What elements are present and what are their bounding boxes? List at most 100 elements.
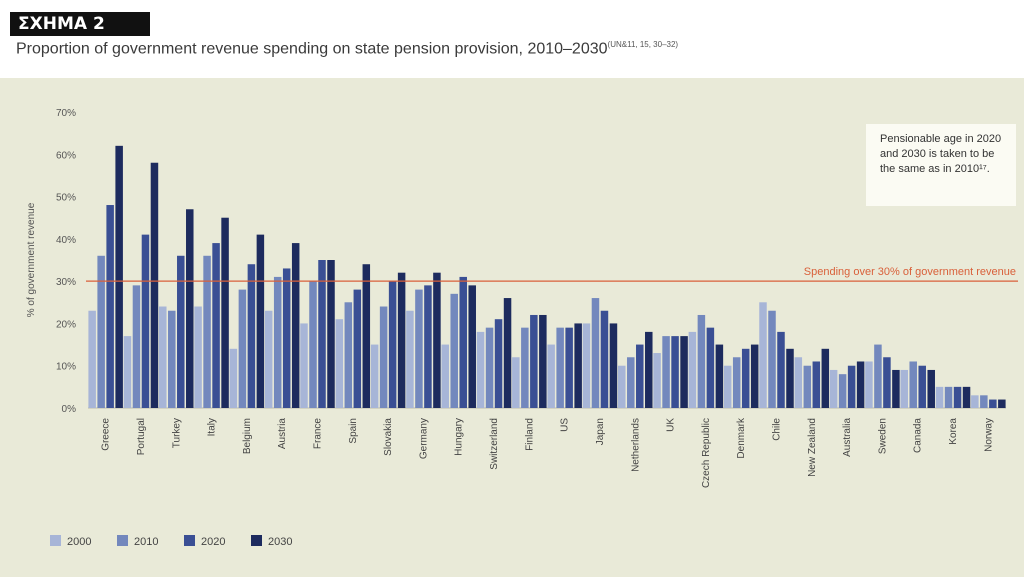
bar-2020 <box>424 285 432 408</box>
legend-label: 2020 <box>201 536 225 548</box>
bar-2030 <box>150 162 159 408</box>
bar-2010 <box>768 310 776 408</box>
bar-2030 <box>468 285 476 408</box>
bar-2030 <box>856 361 865 408</box>
y-tick-label: 50% <box>56 193 76 204</box>
bar-2000 <box>618 365 626 408</box>
bar-2020 <box>741 348 750 408</box>
bar-2010 <box>415 289 423 408</box>
x-category-label: UK <box>666 418 677 432</box>
x-category-label: Sweden <box>877 418 888 454</box>
bar-2000 <box>794 357 803 408</box>
x-category-label: Hungary <box>454 418 465 456</box>
chart-title: Proportion of government revenue spendin… <box>16 40 678 58</box>
bar-2010 <box>485 327 494 408</box>
bar-2030 <box>115 145 123 409</box>
bar-2000 <box>229 348 238 408</box>
bar-2020 <box>565 327 573 408</box>
bar-2000 <box>370 344 379 408</box>
chart-title-text: Proportion of government revenue spendin… <box>16 40 608 58</box>
bar-2030 <box>962 386 971 408</box>
x-category-label: Denmark <box>736 417 747 459</box>
bar-2000 <box>159 306 167 408</box>
bar-2010 <box>944 386 953 408</box>
x-category-label: Austria <box>277 418 288 450</box>
bar-2000 <box>476 331 485 408</box>
pensionable-age-note: Pensionable age in 2020 and 2030 is take… <box>866 124 1016 206</box>
threshold-label: Spending over 30% of government revenue <box>804 266 1016 278</box>
bar-2000 <box>264 310 273 408</box>
bar-2020 <box>353 289 362 408</box>
y-tick-label: 40% <box>56 235 76 246</box>
y-tick-label: 70% <box>56 108 76 119</box>
bar-2010 <box>273 276 282 408</box>
bar-2010 <box>203 255 211 408</box>
bar-2010 <box>344 302 353 408</box>
bar-2020 <box>388 281 397 408</box>
bar-2010 <box>980 395 988 408</box>
bar-2020 <box>282 268 291 408</box>
bar-2030 <box>786 348 794 408</box>
bar-2030 <box>433 272 441 408</box>
bar-2030 <box>998 399 1006 408</box>
bar-2010 <box>556 327 564 408</box>
bar-2010 <box>450 293 458 408</box>
bar-2000 <box>829 369 838 408</box>
x-category-label: Greece <box>101 418 112 451</box>
bar-2010 <box>803 365 812 408</box>
bar-2030 <box>256 234 265 408</box>
bar-2020 <box>530 314 538 408</box>
bar-2010 <box>874 344 882 408</box>
x-category-label: US <box>560 418 571 432</box>
bar-2000 <box>300 323 308 408</box>
bar-2030 <box>680 336 688 408</box>
bar-2020 <box>883 357 891 408</box>
bar-2000 <box>723 365 732 408</box>
x-category-label: Spain <box>348 418 359 444</box>
bar-2020 <box>212 243 220 408</box>
bar-2030 <box>362 264 371 408</box>
x-category-label: Portugal <box>136 418 147 455</box>
bar-2020 <box>636 344 644 408</box>
legend-swatch-2020 <box>184 535 195 546</box>
legend-swatch-2000 <box>50 535 61 546</box>
bar-2010 <box>662 336 670 408</box>
x-category-label: Switzerland <box>489 418 500 470</box>
bar-2000 <box>406 310 414 408</box>
bar-2000 <box>653 353 661 408</box>
bar-2030 <box>645 331 653 408</box>
x-category-label: France <box>313 418 324 450</box>
bar-2030 <box>327 260 335 408</box>
bar-2030 <box>892 369 900 408</box>
bar-2030 <box>186 209 194 408</box>
figure-label: ΣΧΗΜΑ 2 <box>10 12 150 36</box>
x-category-label: Japan <box>595 418 606 445</box>
bar-2000 <box>759 302 767 408</box>
legend-label: 2000 <box>67 536 91 548</box>
bar-2010 <box>132 285 141 408</box>
bar-2010 <box>168 310 176 408</box>
bar-2000 <box>123 336 132 408</box>
bar-2010 <box>238 289 247 408</box>
y-tick-label: 10% <box>56 362 76 373</box>
legend-label: 2010 <box>134 536 158 548</box>
legend-label: 2030 <box>268 536 292 548</box>
bar-2010 <box>909 361 917 408</box>
bar-2020 <box>671 336 679 408</box>
bar-2030 <box>750 344 759 408</box>
bar-2000 <box>935 386 944 408</box>
y-axis-label: % of government revenue <box>26 202 37 317</box>
bar-2010 <box>379 306 388 408</box>
bar-2030 <box>927 369 935 408</box>
bar-2020 <box>106 205 114 408</box>
bar-2010 <box>697 314 706 408</box>
x-category-label: Netherlands <box>630 418 641 472</box>
x-category-label: Belgium <box>242 418 253 454</box>
bar-2030 <box>821 348 830 408</box>
bar-2020 <box>706 327 715 408</box>
y-tick-label: 60% <box>56 150 76 161</box>
bar-2000 <box>88 310 96 408</box>
bar-2000 <box>512 357 520 408</box>
bar-2010 <box>521 327 529 408</box>
bar-2020 <box>318 260 326 408</box>
